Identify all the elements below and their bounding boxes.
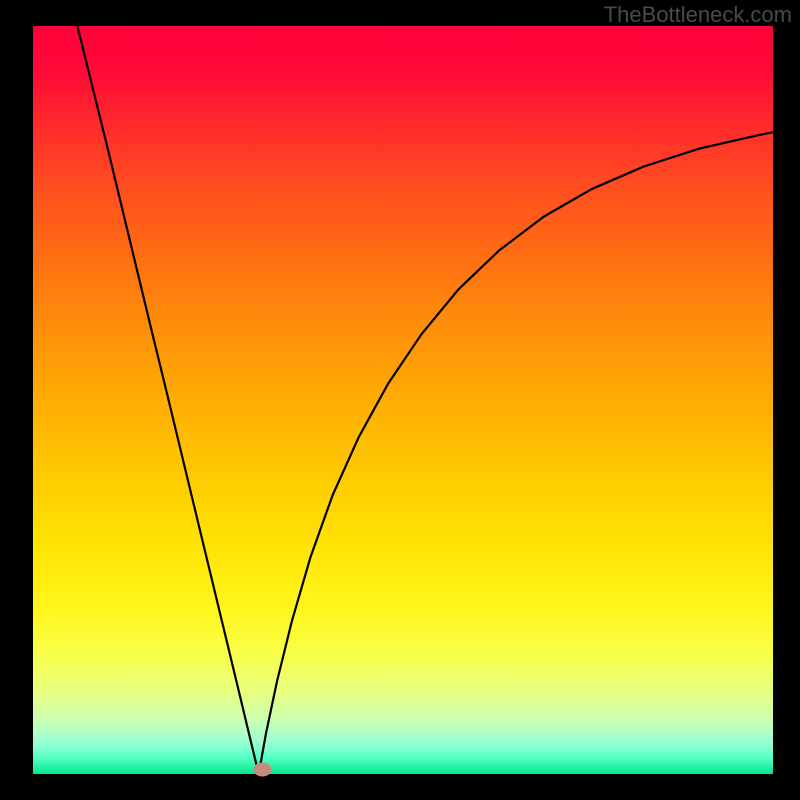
vertex-marker [253,763,271,777]
plot-background [33,26,773,774]
bottleneck-chart [0,0,800,800]
watermark-text: TheBottleneck.com [604,2,792,28]
chart-container: TheBottleneck.com [0,0,800,800]
